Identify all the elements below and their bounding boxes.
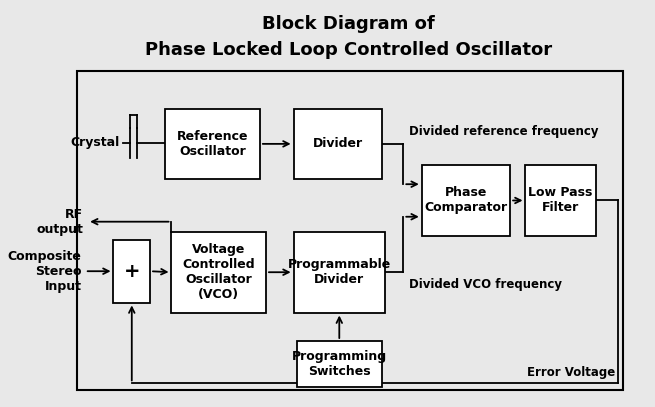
Bar [422, 165, 510, 236]
Text: Programmable
Divider: Programmable Divider [288, 258, 391, 286]
Text: Programming
Switches: Programming Switches [291, 350, 387, 378]
Text: Voltage
Controlled
Oscillator
(VCO): Voltage Controlled Oscillator (VCO) [183, 243, 255, 301]
Text: Crystal: Crystal [70, 136, 120, 149]
Bar [297, 341, 382, 387]
Text: RF
output: RF output [36, 208, 83, 236]
Text: Phase
Comparator: Phase Comparator [424, 186, 508, 214]
Text: Divider: Divider [312, 138, 363, 150]
Text: Block Diagram of: Block Diagram of [262, 15, 435, 33]
Bar [525, 165, 595, 236]
Text: Error Voltage: Error Voltage [527, 365, 615, 379]
Text: Reference
Oscillator: Reference Oscillator [177, 130, 248, 158]
Bar [293, 109, 382, 179]
Bar [293, 232, 385, 313]
Text: Composite
Stereo
Input: Composite Stereo Input [8, 250, 82, 293]
Text: +: + [124, 262, 140, 281]
Bar [172, 232, 266, 313]
Text: Low Pass
Filter: Low Pass Filter [529, 186, 593, 214]
Text: Divided VCO frequency: Divided VCO frequency [409, 278, 563, 291]
Text: Phase Locked Loop Controlled Oscillator: Phase Locked Loop Controlled Oscillator [145, 41, 552, 59]
Bar [77, 71, 623, 390]
Bar [113, 240, 150, 302]
Text: Divided reference frequency: Divided reference frequency [409, 125, 599, 138]
Bar [165, 109, 260, 179]
